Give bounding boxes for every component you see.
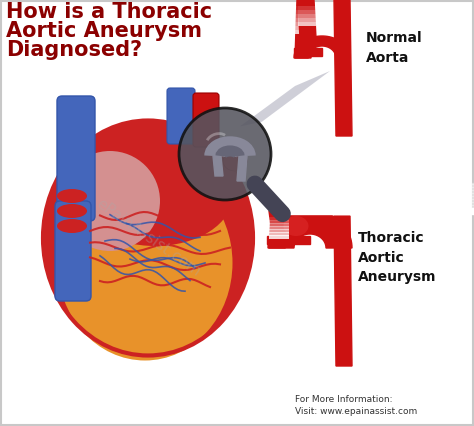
Ellipse shape	[57, 189, 87, 203]
Polygon shape	[267, 236, 310, 244]
Bar	[298, 18, 316, 22]
Bar	[334, 406, 352, 410]
Polygon shape	[285, 190, 474, 191]
Text: For More Information:: For More Information:	[295, 395, 392, 404]
Polygon shape	[268, 210, 352, 248]
Bar	[334, 418, 352, 422]
Polygon shape	[285, 193, 474, 194]
Bar	[269, 229, 289, 233]
Bar	[269, 235, 289, 239]
Ellipse shape	[43, 121, 253, 356]
Polygon shape	[285, 185, 474, 187]
Text: Thoracic
Aortic
Aneurysm: Thoracic Aortic Aneurysm	[358, 231, 437, 285]
Polygon shape	[213, 156, 223, 176]
Ellipse shape	[78, 146, 233, 246]
Polygon shape	[334, 0, 352, 136]
FancyBboxPatch shape	[57, 96, 95, 221]
Bar	[295, 2, 313, 6]
Bar	[334, 414, 352, 418]
Bar	[334, 402, 352, 406]
Bar	[298, 10, 316, 14]
Bar	[295, 18, 313, 22]
Bar	[269, 232, 289, 236]
FancyBboxPatch shape	[167, 88, 195, 144]
Text: ePainAssist.com: ePainAssist.com	[93, 196, 203, 279]
Bar	[269, 217, 289, 221]
Bar	[298, 2, 316, 6]
Bar	[295, 6, 313, 10]
Bar	[298, 6, 316, 10]
Bar	[269, 226, 289, 230]
Polygon shape	[285, 187, 474, 188]
Bar	[334, 398, 352, 402]
Ellipse shape	[60, 151, 160, 251]
Polygon shape	[237, 156, 247, 181]
Bar	[269, 223, 289, 227]
Polygon shape	[240, 71, 330, 127]
Circle shape	[179, 108, 271, 200]
Polygon shape	[285, 195, 474, 196]
Bar	[295, 14, 313, 18]
Polygon shape	[285, 211, 474, 212]
Polygon shape	[285, 198, 474, 199]
Text: Diagnosed?: Diagnosed?	[6, 40, 142, 60]
Text: Visit: www.epainassist.com: Visit: www.epainassist.com	[295, 407, 417, 416]
Polygon shape	[294, 48, 322, 56]
Polygon shape	[269, 216, 287, 248]
Bar	[295, 10, 313, 14]
Bar	[269, 220, 289, 224]
Polygon shape	[334, 216, 352, 366]
Bar	[295, 26, 313, 30]
Text: Normal
Aorta: Normal Aorta	[366, 31, 423, 65]
Ellipse shape	[57, 219, 87, 233]
Ellipse shape	[57, 204, 87, 218]
Polygon shape	[269, 211, 289, 226]
FancyBboxPatch shape	[55, 201, 91, 301]
Ellipse shape	[283, 216, 309, 236]
Bar	[295, 22, 313, 26]
Bar	[334, 410, 352, 414]
Polygon shape	[285, 192, 474, 193]
Polygon shape	[285, 182, 474, 184]
Text: How is a Thoracic: How is a Thoracic	[6, 2, 212, 22]
Polygon shape	[294, 36, 350, 58]
Polygon shape	[285, 199, 474, 200]
Polygon shape	[295, 0, 313, 58]
Polygon shape	[285, 196, 474, 197]
Polygon shape	[285, 184, 474, 185]
Polygon shape	[285, 202, 474, 203]
Bar	[298, 22, 316, 26]
Bar	[295, 30, 313, 34]
FancyBboxPatch shape	[193, 93, 219, 147]
Bar	[269, 214, 289, 218]
Polygon shape	[285, 205, 474, 206]
Polygon shape	[285, 208, 474, 209]
Text: Aortic Aneurysm: Aortic Aneurysm	[6, 21, 202, 41]
Ellipse shape	[223, 151, 247, 171]
Ellipse shape	[57, 165, 233, 360]
Polygon shape	[298, 0, 316, 38]
Bar	[298, 14, 316, 18]
Polygon shape	[285, 208, 474, 214]
Polygon shape	[285, 188, 474, 190]
